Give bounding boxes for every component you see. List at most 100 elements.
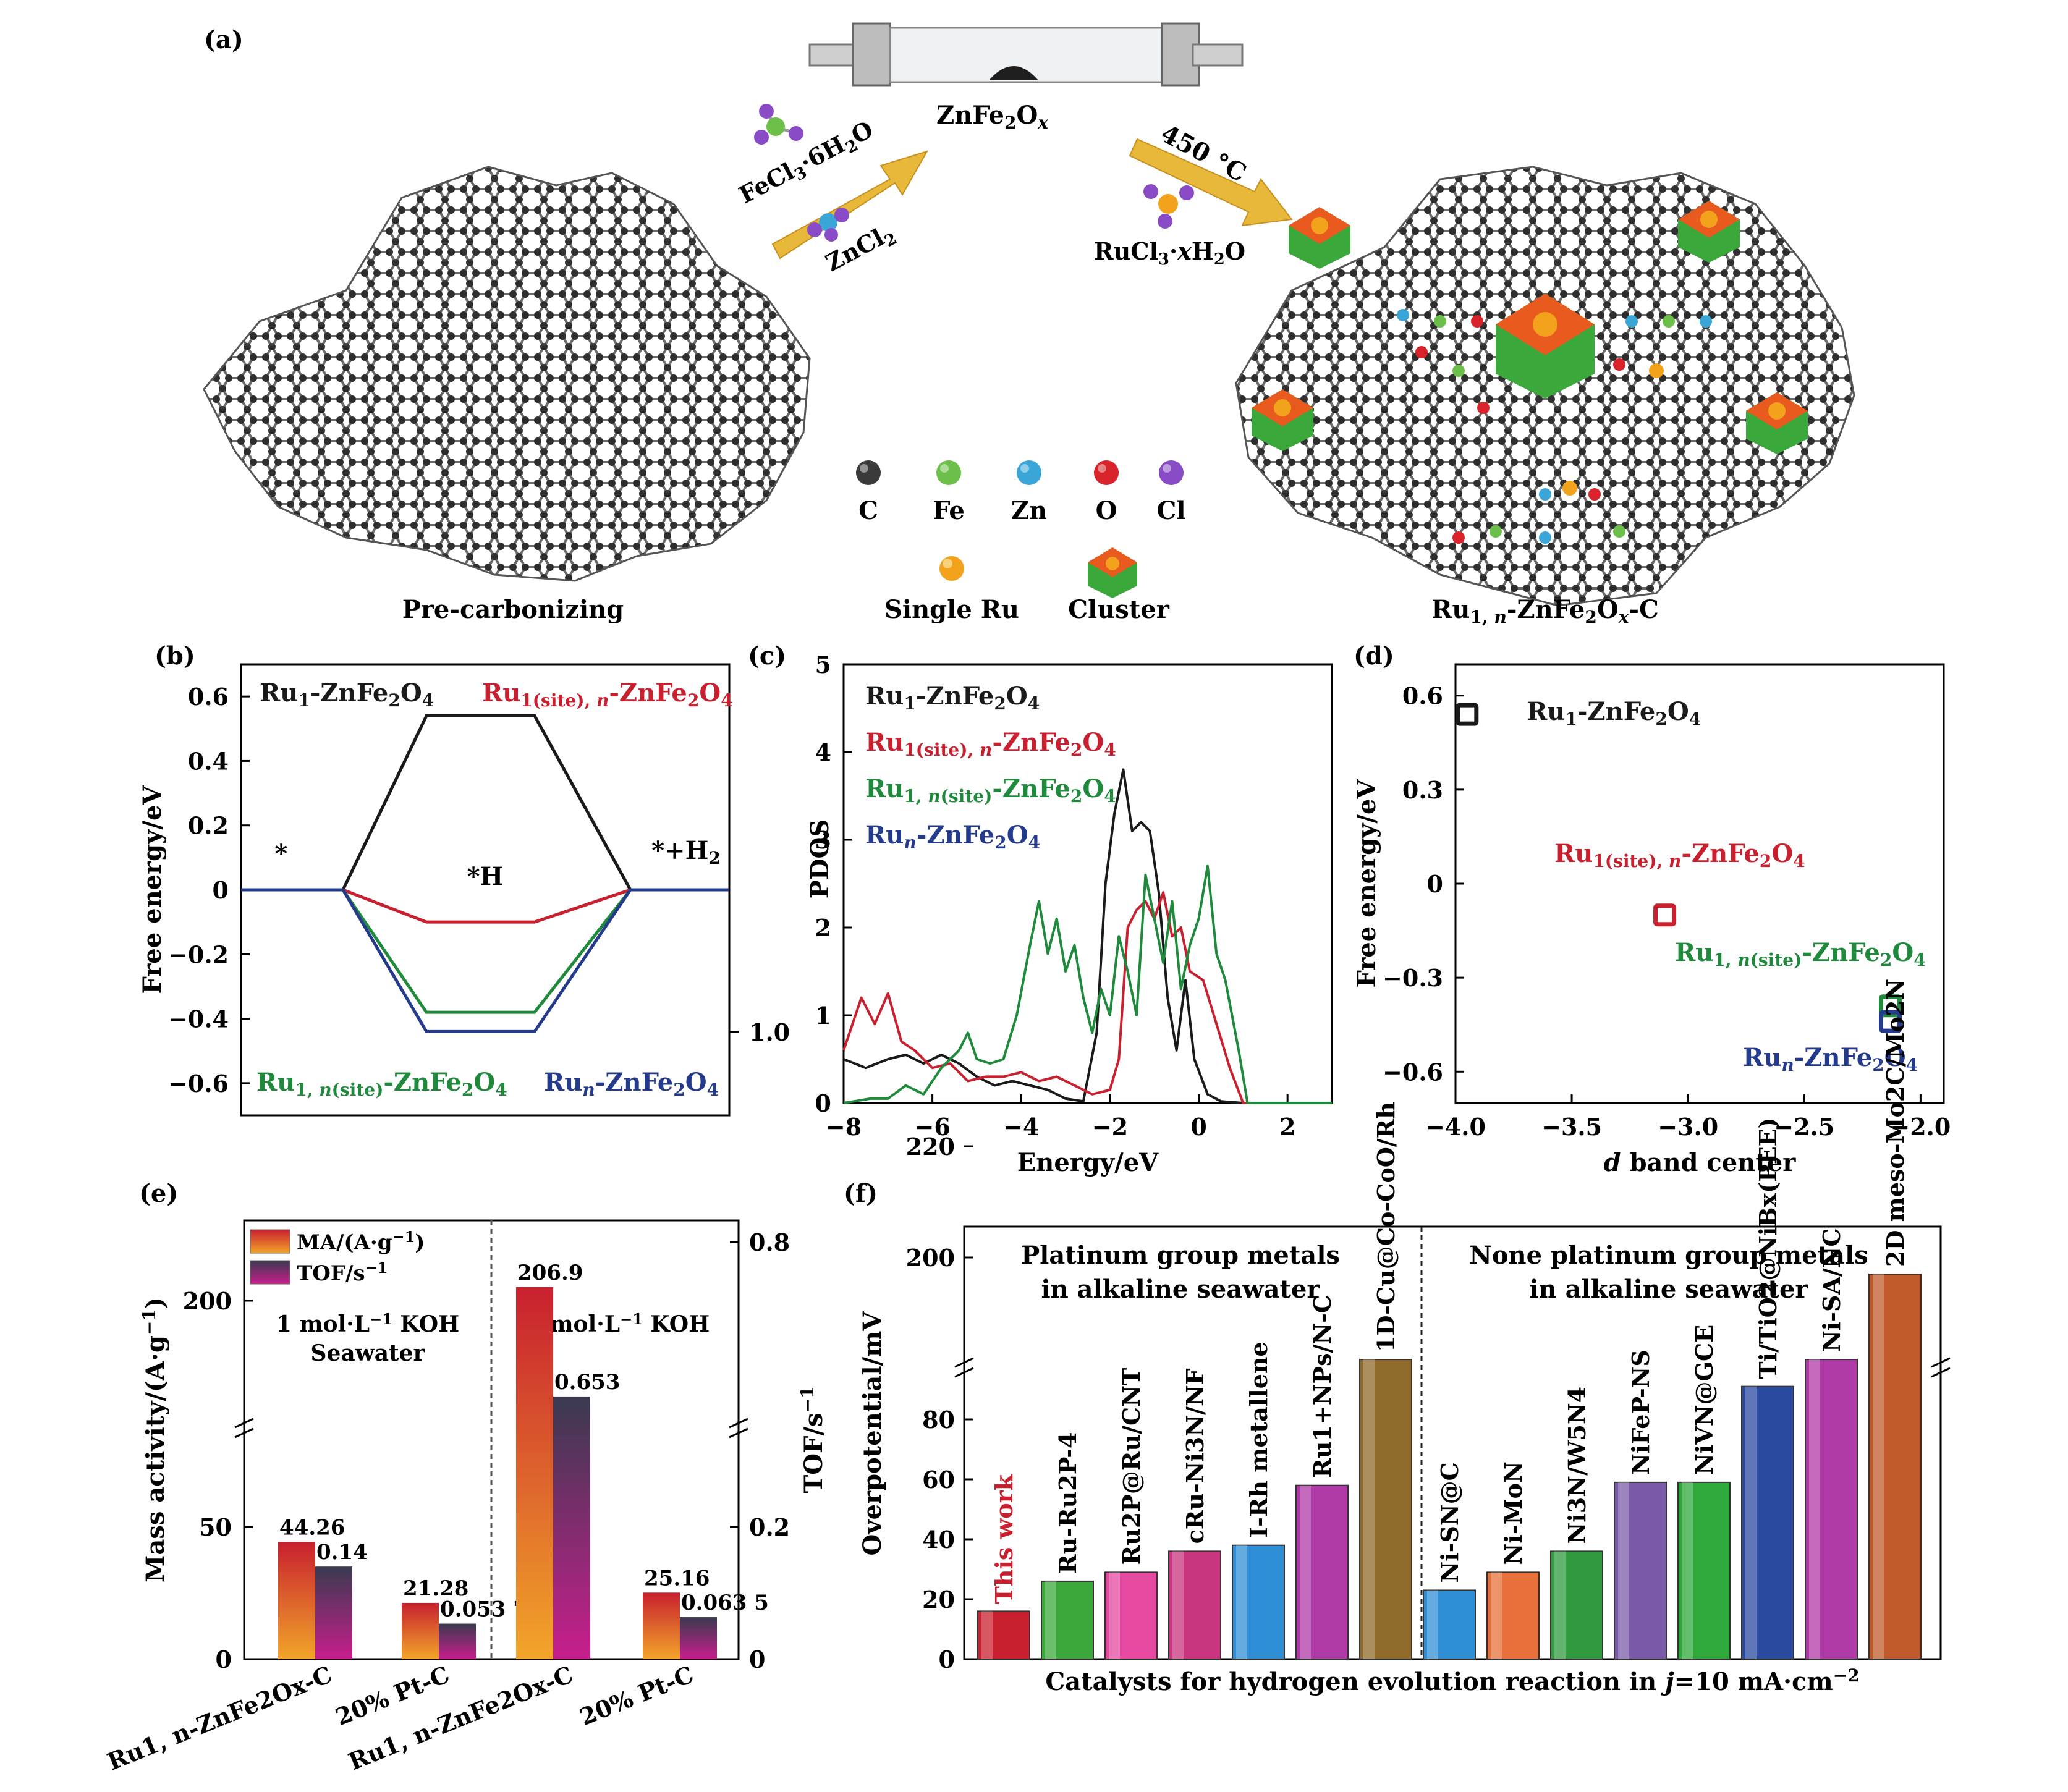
panel-e-left-axis-break [234, 1418, 748, 1439]
panel-d-xlabel: d band center [1604, 1148, 1797, 1177]
panel-label-c: (c) [748, 641, 786, 670]
panel-b-ytick-label: −0.4 [168, 1005, 229, 1033]
legend-single-ru-label: Single Ru [884, 595, 1019, 624]
arrow-right [1129, 138, 1293, 227]
panel-c-ytick-label: 4 [815, 738, 831, 766]
legend-single-ru: Single Ru [884, 556, 1019, 624]
panel-f-bar-highlight [1427, 1590, 1438, 1659]
legend-ball-highlight [940, 464, 949, 473]
panel-e-ma-value: 21.28 [403, 1576, 468, 1601]
panel-f-category-label: Ru-Ru2P-4 [1054, 1432, 1082, 1574]
panel-b-ytick-label: −0.2 [168, 940, 229, 968]
panel-f-axis-break [954, 1357, 1951, 1378]
legend-c-ball [856, 460, 881, 485]
panel-label-b: (b) [155, 641, 195, 670]
legend-tof-swatch [250, 1260, 290, 1285]
panel-f-bar-highlight [1300, 1485, 1311, 1659]
panel-d-label-run: Run-ZnFe2O4 [1743, 1043, 1918, 1075]
panel-f-bar [977, 1610, 1030, 1660]
panel-f-category-label: Ni-SN@C [1436, 1462, 1464, 1583]
panel-f-category-label: 1D-Cu@Co-CoO/Rh [1372, 1102, 1400, 1352]
panel-f-bar-highlight [1109, 1572, 1120, 1659]
legend-ball-highlight [860, 464, 868, 473]
panel-b-series-line [241, 888, 729, 924]
panel-b-ytick-label: 0.2 [188, 812, 229, 840]
caption-ru-znfe2ox-c: Ru1, n-ZnFe2Ox-C [1431, 595, 1659, 627]
panel-e-ma-bar [516, 1287, 553, 1659]
panel-e-condition-1b: Seawater [310, 1340, 425, 1366]
panel-e-ytick-label: 50 [199, 1513, 232, 1541]
panel-c-xtick-label: −2 [1092, 1113, 1128, 1141]
panel-d-label-ru1: Ru1-ZnFe2O4 [1527, 697, 1701, 729]
panel-f-bar-highlight [1172, 1551, 1184, 1659]
panel-f-category-label: Ru1+NPs/N-C [1308, 1295, 1336, 1478]
panel-c-ytick-label: 2 [815, 914, 831, 942]
panel-f-bar [1805, 1359, 1858, 1660]
panel-e-y2tick-label: 1.0 [749, 1018, 790, 1046]
panel-d-xtick-label: −3.5 [1541, 1113, 1602, 1141]
panel-d-ytick-label: −0.6 [1383, 1058, 1443, 1086]
graphene-sheet-left [203, 166, 811, 582]
panel-f-bar-highlight [1045, 1581, 1056, 1659]
panel-f-bar [1868, 1274, 1922, 1660]
panel-d: (d) −0.6−0.300.30.6−4.0 −3.5 −3.0 −2.5 −2.0 … [1352, 641, 1951, 1177]
panel-d-frame [1454, 663, 1945, 1104]
panel-b-ytick-label: 0.4 [188, 747, 229, 775]
legend-cluster: Cluster [1068, 547, 1170, 624]
panel-e-tof-value: 0.053 7 [440, 1597, 528, 1622]
panel-f-ytick-label: 0 [939, 1646, 955, 1673]
panel-f-ylabel: Overpotential/mV [858, 1311, 887, 1556]
panel-a: (a) ZnFe2Ox FeCl3·6H2O ZnCl2 450 °C RuCl… [203, 22, 1855, 627]
panel-d-ticks: −0.6 −0.3 0 0.3 0.6 −4.0 −3.5 −3.0 −2.5 −2.0 [1383, 682, 1951, 1141]
panel-e-ma-value: 25.16 [644, 1566, 710, 1591]
panel-c-legend-ru1site: Ru1(site), n-ZnFe2O4 [865, 728, 1116, 760]
panel-d-point [1878, 994, 1902, 1018]
panel-f-ytick-label: 220 [906, 1133, 955, 1160]
panel-label-a: (a) [204, 25, 244, 54]
legend-zn-ball [1017, 460, 1041, 485]
tube-furnace [808, 22, 1244, 87]
panel-label-f: (f) [844, 1179, 878, 1208]
panel-e: (e) 0 50 200 0 0.2 0.8 1.0 Mass activity/(A·g−… [103, 1018, 828, 1776]
panel-e-y2tick-label: 0.8 [749, 1228, 790, 1256]
panel-c-xtick-label: −6 [914, 1113, 950, 1141]
panel-f-category-label: Ni-MoN [1499, 1461, 1527, 1565]
atom-legend: C Fe Zn O Cl [856, 460, 1186, 525]
legend-cl-ball [1159, 460, 1184, 485]
panel-f-bar-highlight [1873, 1274, 1884, 1659]
legend-tof-label: TOF/s−1 [297, 1259, 388, 1286]
panel-e-tof-value: 0.653 [554, 1370, 620, 1395]
panel-f-bar-highlight [1363, 1359, 1375, 1659]
panel-c-ytick-label: 3 [815, 826, 831, 854]
panel-f-bar [1041, 1580, 1094, 1660]
cluster-icons [1252, 201, 1808, 454]
panel-f-category-label: NiVN@GCE [1690, 1325, 1718, 1475]
panel-c-ytick-label: 5 [815, 651, 831, 678]
panel-e-ticks: 0 50 200 0 0.2 0.8 1.0 [183, 1018, 790, 1673]
panel-f-category-label: I-Rh metallene [1245, 1342, 1273, 1537]
panel-e-ma-bar [278, 1542, 315, 1659]
legend-ma-swatch [250, 1229, 290, 1254]
panel-f-xlabel: Catalysts for hydrogen evolution reactio… [1045, 1665, 1859, 1696]
panel-e-category-label: Ru1, n-ZnFe2Ox-C [103, 1660, 336, 1776]
panel-b-series-line [241, 888, 729, 1014]
panel-f-bar-highlight [1682, 1482, 1693, 1659]
panel-b-series-line [241, 888, 729, 1033]
panel-e-category-label: 20% Pt-C [575, 1660, 697, 1731]
panel-f-bar [1614, 1481, 1667, 1660]
panel-e-bars: 44.260.14 21.280.053 7 206.9 0.653 25.160.06… [278, 1261, 769, 1659]
panel-b-legend-ru1site: Ru1(site), n-ZnFe2O4 [482, 678, 733, 711]
panel-e-ma-value: 44.26 [279, 1516, 345, 1541]
panel-f-bar [1741, 1385, 1794, 1660]
panel-b-ytick-label: 0 [213, 876, 229, 904]
panel-f-bar [1550, 1550, 1603, 1660]
panel-c-series-line [842, 891, 1332, 1104]
panel-b-ytick-label: 0.6 [188, 683, 229, 711]
panel-f-bar-highlight [1236, 1545, 1247, 1659]
panel-f-bar [1295, 1484, 1349, 1660]
panel-e-tof-bar [553, 1396, 590, 1659]
panel-f-bar [1359, 1359, 1412, 1660]
panel-f-category-label: Ru2P@Ru/CNT [1117, 1368, 1145, 1565]
panel-f-bar [1423, 1589, 1476, 1660]
panel-d-xtick-label: −3.0 [1658, 1113, 1718, 1141]
